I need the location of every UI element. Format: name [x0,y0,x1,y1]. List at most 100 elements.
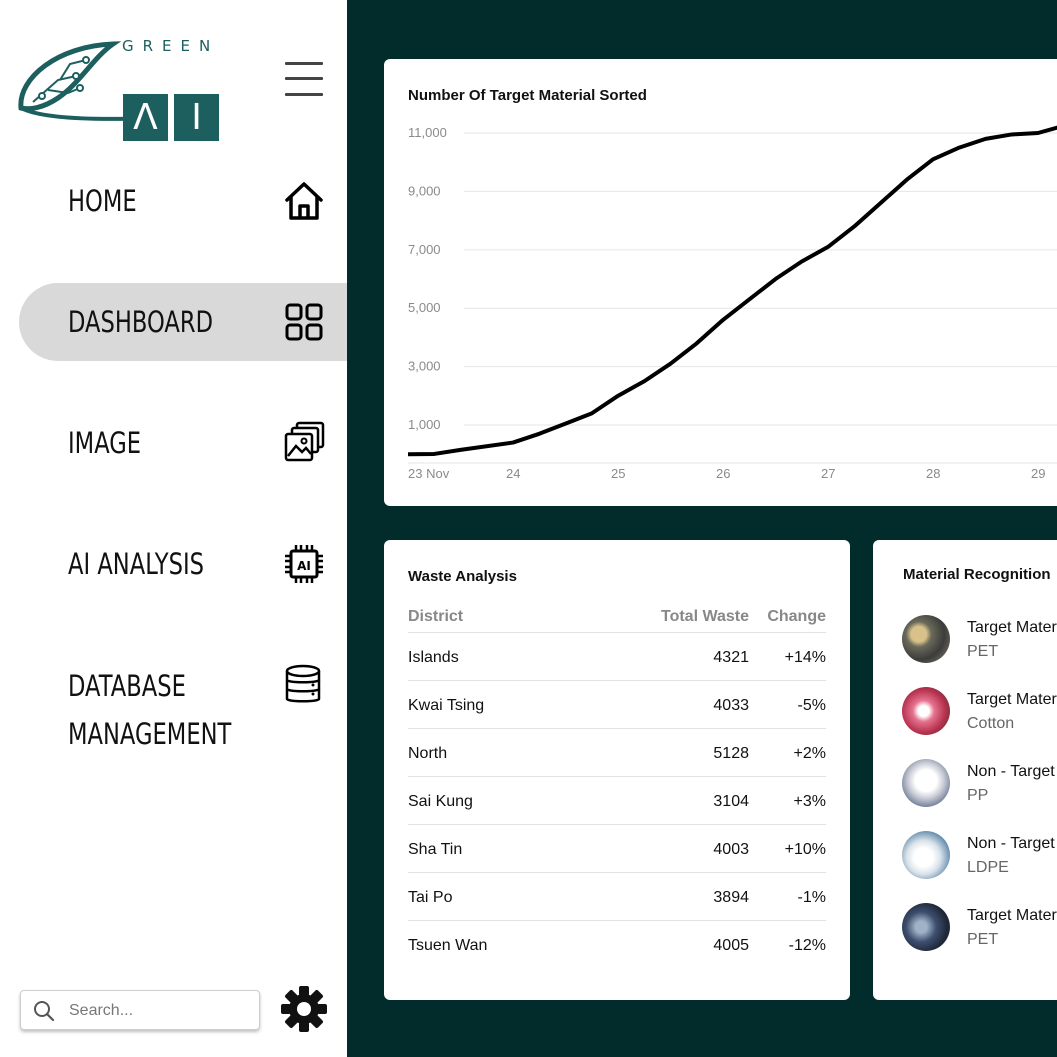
x-tick-label: 23 Nov [408,466,450,481]
y-tick-label: 11,000 [408,125,447,140]
x-tick-label: 26 [716,466,730,481]
material-recognition-title: Material Recognition [903,566,1051,583]
search-input[interactable] [67,998,251,1024]
home-icon [285,182,323,220]
series-line [407,125,1057,457]
line-chart: 11,000 9,000 7,000 5,000 3,000 1,000 23 Nov 24 2… [407,125,1057,481]
cell-total-waste: 4003 [713,841,749,858]
logo-letter-a: Λ [123,94,168,141]
cell-change: +3% [793,793,826,810]
cell-district: Tai Po [408,889,453,906]
cell-total-waste: 4005 [713,937,749,954]
hamburger-icon [285,62,323,65]
green-ai-logo[interactable]: GREEN Λ I [18,37,224,141]
leaf-circuit-icon [18,41,138,121]
cell-total-waste: 4033 [713,697,749,714]
nav-item-label: AI ANALYSIS [68,547,205,581]
nav-item-label-line1: DATABASE [68,669,186,703]
cell-total-waste: 4321 [713,649,749,666]
list-item[interactable]: Target Material Cotton [902,687,1057,747]
cell-district: Sai Kung [408,793,473,810]
material-recognition-card: Material Recognition Target Material PET… [873,540,1057,1000]
nav-item-database-management[interactable]: DATABASE MANAGEMENT [19,655,347,765]
waste-analysis-card: Waste Analysis District Total Waste Chan… [384,540,850,1000]
cell-total-waste: 3894 [713,889,749,906]
hamburger-line [285,93,323,96]
images-icon [284,421,325,462]
list-item[interactable]: Non - Target Material LDPE [902,831,1057,891]
cell-district: Islands [408,649,459,666]
grid-icon [285,303,323,341]
material-thumbnail [902,615,950,663]
list-item[interactable]: Non - Target Material PP [902,759,1057,819]
material-type: PET [967,931,999,948]
list-item[interactable]: Target Material PET [902,615,1057,675]
waste-analysis-title: Waste Analysis [408,568,517,585]
cell-change: -12% [788,937,826,954]
y-tick-label: 3,000 [408,359,441,374]
y-tick-label: 5,000 [408,300,441,315]
logo-wordmark-green: GREEN [122,37,220,55]
column-header-district[interactable]: District [408,608,464,625]
material-type: Cotton [967,715,1015,732]
column-header-total-waste[interactable]: Total Waste [660,608,749,625]
material-type: LDPE [967,859,1009,876]
cell-change: -5% [797,697,826,714]
table-header: District Total Waste Change [408,606,826,633]
nav-item-label: HOME [68,184,137,218]
y-tick-label: 7,000 [408,242,441,257]
ai-chip-icon: AI [285,545,323,583]
material-status: Target Material [967,907,1057,924]
cell-change: +14% [784,649,826,666]
list-item[interactable]: Target Material PET [902,903,1057,963]
y-tick-label: 9,000 [408,183,441,198]
x-tick-label: 29 [1031,466,1045,481]
cell-district: Sha Tin [408,841,463,858]
cell-change: +2% [793,745,826,762]
gear-icon[interactable] [280,985,328,1033]
main-content: Number Of Target Material Sorted 11,000 9… [347,0,1057,1057]
nav-item-label: DASHBOARD [68,305,214,339]
table-row[interactable]: Sai Kung 3104 +3% [408,777,826,825]
y-tick-label: 1,000 [408,417,441,432]
material-thumbnail [902,759,950,807]
sidebar: GREEN Λ I HOME DASHBOARD IMAGE [0,0,347,1057]
material-type: PET [967,643,999,660]
nav-item-image[interactable]: IMAGE [19,404,347,482]
svg-text:AI: AI [297,559,311,573]
search-icon [34,1001,55,1022]
table-row[interactable]: Tsuen Wan 4005 -12% [408,921,826,968]
material-thumbnail [902,903,950,951]
menu-toggle-button[interactable] [285,60,323,98]
nav-item-ai-analysis[interactable]: AI ANALYSIS AI [19,525,347,603]
cell-total-waste: 5128 [713,745,749,762]
table-row[interactable]: Kwai Tsing 4033 -5% [408,681,826,729]
material-type: PP [967,787,989,804]
nav-item-home[interactable]: HOME [19,162,347,240]
search-bar[interactable] [20,990,260,1030]
cell-change: -1% [797,889,826,906]
material-status: Non - Target Material [967,763,1057,780]
x-tick-label: 27 [821,466,835,481]
cell-district: North [408,745,448,762]
cell-district: Tsuen Wan [408,937,488,954]
hamburger-line [285,77,323,80]
material-status: Target Material [967,619,1057,636]
material-thumbnail [902,831,950,879]
table-row[interactable]: North 5128 +2% [408,729,826,777]
waste-table: District Total Waste Change Islands 4321… [408,606,826,968]
x-tick-label: 28 [926,466,940,481]
nav-item-label-line2: MANAGEMENT [68,717,232,751]
table-row[interactable]: Islands 4321 +14% [408,633,826,681]
table-row[interactable]: Tai Po 3894 -1% [408,873,826,921]
column-header-change[interactable]: Change [767,608,826,625]
material-status: Non - Target Material [967,835,1057,852]
nav-item-dashboard[interactable]: DASHBOARD [19,283,347,361]
cell-district: Kwai Tsing [408,697,485,714]
x-tick-label: 25 [611,466,625,481]
logo-letter-i: I [174,94,219,141]
cell-total-waste: 3104 [713,793,749,810]
table-row[interactable]: Sha Tin 4003 +10% [408,825,826,873]
cell-change: +10% [784,841,826,858]
material-thumbnail [902,687,950,735]
